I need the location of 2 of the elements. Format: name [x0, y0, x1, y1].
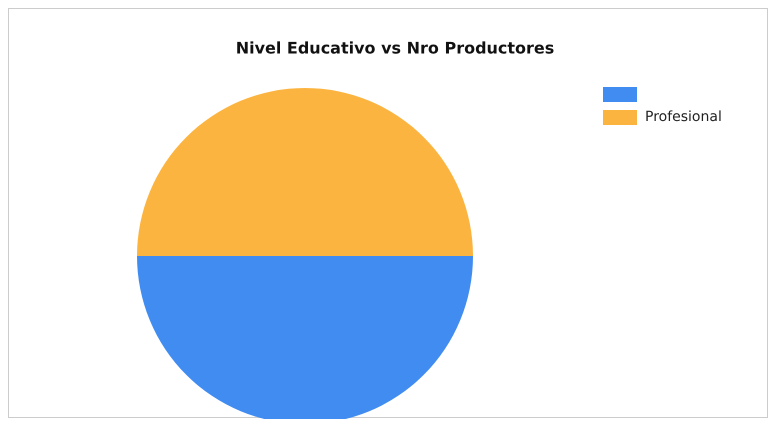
legend-label: Profesional	[645, 109, 722, 125]
chart-title: Nivel Educativo vs Nro Productores	[236, 38, 554, 58]
